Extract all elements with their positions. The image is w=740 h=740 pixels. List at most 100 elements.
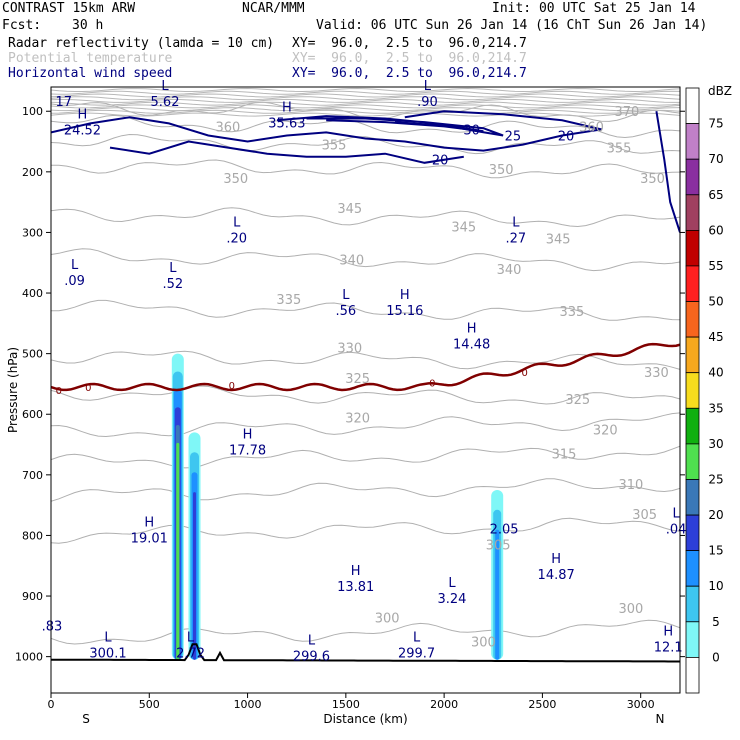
theta-line-325 [51,385,680,405]
colorbar-swatch-35 [685,407,700,445]
theta-label: 320 [593,423,618,438]
terrain-line [51,643,680,663]
extremum-value: 13.81 [337,580,374,595]
x-tick-label: 0 [48,698,55,711]
freezing-level-label: 0 [56,386,62,397]
colorbar-label: 50 [708,295,723,309]
extremum-value: 299.6 [293,650,330,665]
plot-title: CONTRAST 15km ARW [2,1,136,16]
extremum-value: 24.52 [64,124,101,139]
theta-label: 340 [339,254,364,269]
colorbar-swatch-65 [685,194,700,231]
theta-label: 300 [471,635,496,650]
reflectivity-cell-3 [495,529,500,660]
theta-label: 345 [337,202,362,217]
extremum-marker: H [78,108,88,123]
extremum-value: .90 [417,95,438,110]
extremum-value: .83 [42,619,63,634]
freezing-level-label: 0 [229,381,235,392]
colorbar-label: 0 [712,650,720,664]
theta-label: 310 [618,478,643,493]
init-time: Init: 00 UTC Sat 25 Jan 14 [492,1,696,16]
legend-reflectivity: Radar reflectivity (lamda = 10 cm) [8,36,275,51]
extremum-marker: L [342,288,350,303]
colorbar-label: 40 [708,366,723,380]
theta-label: 305 [632,508,657,523]
y-tick-label: 1000 [15,651,43,664]
colorbar-swatch-30 [685,443,700,480]
extremum-marker: L [308,634,316,649]
wind-label: 20 [432,154,449,169]
extremum-value: 300.1 [89,647,126,662]
extremum-marker: L [672,506,680,521]
extremum-marker: L [169,261,177,276]
colorbar-label: 10 [708,579,723,593]
theta-label: 300 [618,602,643,617]
theta-strat-line [51,109,680,114]
theta-line-300 [51,619,680,645]
extremum-marker: H [282,100,292,115]
extremum-value: .52 [163,277,184,292]
extremum-marker: L [448,576,456,591]
x-axis-south-label: S [82,712,90,726]
colorbar-label: 70 [708,152,723,166]
x-tick-label: 2000 [430,698,458,711]
extremum-value: 19.01 [131,531,168,546]
forecast-value: 30 h [72,18,104,33]
theta-strat-line [51,87,680,93]
y-tick-label: 800 [22,529,43,542]
plot-source: NCAR/MMM [242,1,305,16]
extremum-marker: H [551,552,561,567]
extremum-value: 35.63 [268,116,305,131]
colorbar-swatch-40 [685,372,700,409]
theta-label: 330 [337,342,362,357]
theta-label: 350 [489,163,514,178]
theta-line-315 [51,445,680,469]
extremum-value: .56 [336,304,357,319]
forecast-label: Fcst: [2,18,42,33]
x-tick-label: 1000 [234,698,262,711]
theta-label: 355 [607,142,632,157]
extremum-value: 12.1 [654,640,683,655]
x-tick-label: 3000 [627,698,655,711]
theta-line-350 [51,159,680,179]
y-tick-label: 300 [22,226,43,239]
x-tick-label: 2500 [528,698,556,711]
freezing-level-label: 0 [522,368,528,379]
legend-theta-xy: XY= 96.0, 2.5 to 96.0,214.7 [292,51,527,66]
wind-label: 30 [463,123,480,138]
theta-label: 335 [276,293,301,308]
colorbar-swatch-75 [685,123,700,160]
theta-label: 370 [615,105,640,120]
legend-wind-xy: XY= 96.0, 2.5 to 96.0,214.7 [292,66,527,81]
theta-label: 345 [546,233,571,248]
freezing-level-label: 0 [429,379,435,390]
colorbar-unit: dBZ [708,84,732,98]
theta-line-305 [51,517,680,544]
extremum-value: .20 [226,231,247,246]
x-axis-title: Distance (km) [323,712,407,726]
extremum-value: 17 [56,95,73,110]
theta-strat-line [51,101,680,106]
extremum-value: .27 [506,231,527,246]
y-axis-title: Pressure (hPa) [6,347,20,433]
colorbar-label: 25 [708,473,723,487]
legend-wind: Horizontal wind speed [8,66,173,81]
extremum-marker: L [413,631,421,646]
colorbar-label: 45 [708,330,723,344]
extremum-marker: L [233,215,241,230]
y-tick-label: 700 [22,469,43,482]
freezing-level-label: 0 [85,383,91,394]
extremum-value: 2.05 [490,522,519,537]
extremum-value: .04 [666,522,687,537]
extremum-marker: L [512,215,520,230]
colorbar-swatch-5 [685,621,700,658]
theta-strat-line [51,112,680,117]
theta-strat-line [51,96,680,101]
reflectivity-cell-1 [176,442,180,660]
extremum-value: 5.62 [151,95,180,110]
wind-label: 25 [505,129,522,144]
theta-line-355 [51,133,680,155]
y-tick-label: 600 [22,408,43,421]
